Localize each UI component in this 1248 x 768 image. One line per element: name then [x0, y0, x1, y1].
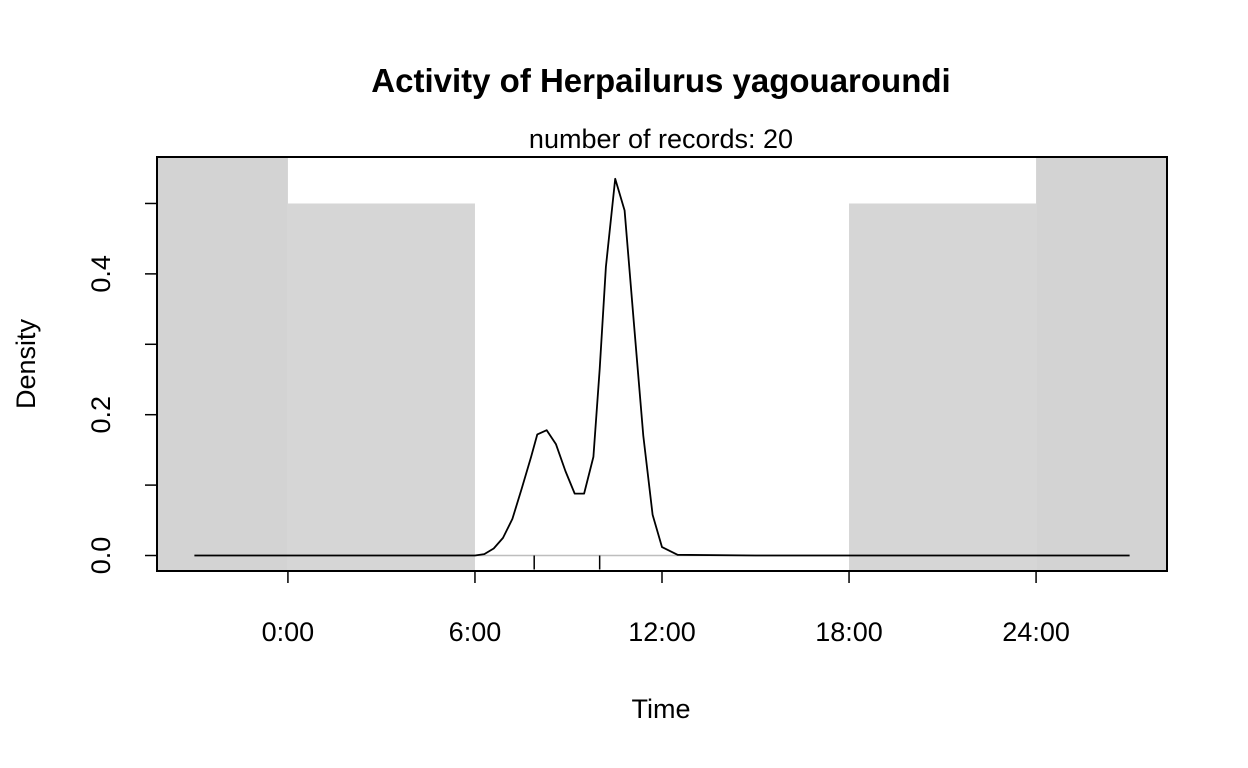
- night-shading-1: [287, 203, 475, 571]
- x-tick-label-4: 24:00: [1002, 617, 1070, 647]
- density-curve-0: [194, 177, 1130, 557]
- chart-title: Activity of Herpailurus yagouaroundi: [371, 62, 950, 99]
- y-axis: 0.0 0.2 0.4: [86, 202, 157, 575]
- rug-layer: [533, 555, 601, 570]
- x-tick-label-0: 0:00: [262, 617, 315, 647]
- x-tick-label-3: 18:00: [815, 617, 883, 647]
- chart-subtitle: number of records: 20: [529, 124, 793, 154]
- y-tick-label-2: 0.2: [86, 396, 116, 434]
- y-tick-label-4: 0.4: [86, 255, 116, 293]
- night-shading-0: [157, 157, 288, 571]
- x-axis: 0:00 6:00 12:00 18:00 24:00: [262, 571, 1070, 647]
- x-tick-label-1: 6:00: [449, 617, 502, 647]
- x-axis-label: Time: [632, 694, 691, 724]
- y-tick-label-0: 0.0: [86, 537, 116, 575]
- night-shading-2: [849, 203, 1037, 571]
- night-shading-3: [1036, 157, 1167, 571]
- y-axis-label: Density: [11, 318, 41, 409]
- series-layer: [194, 177, 1130, 557]
- night-shading-layer: [157, 157, 1167, 571]
- x-tick-label-2: 12:00: [628, 617, 696, 647]
